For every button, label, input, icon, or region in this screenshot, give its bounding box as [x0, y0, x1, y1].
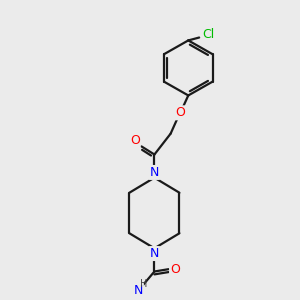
Text: O: O — [170, 263, 180, 276]
Text: O: O — [175, 106, 185, 119]
Text: H: H — [140, 279, 147, 289]
Text: N: N — [134, 284, 143, 297]
Text: N: N — [150, 166, 159, 179]
Text: Cl: Cl — [202, 28, 214, 41]
Text: O: O — [130, 134, 140, 147]
Text: N: N — [150, 247, 159, 260]
